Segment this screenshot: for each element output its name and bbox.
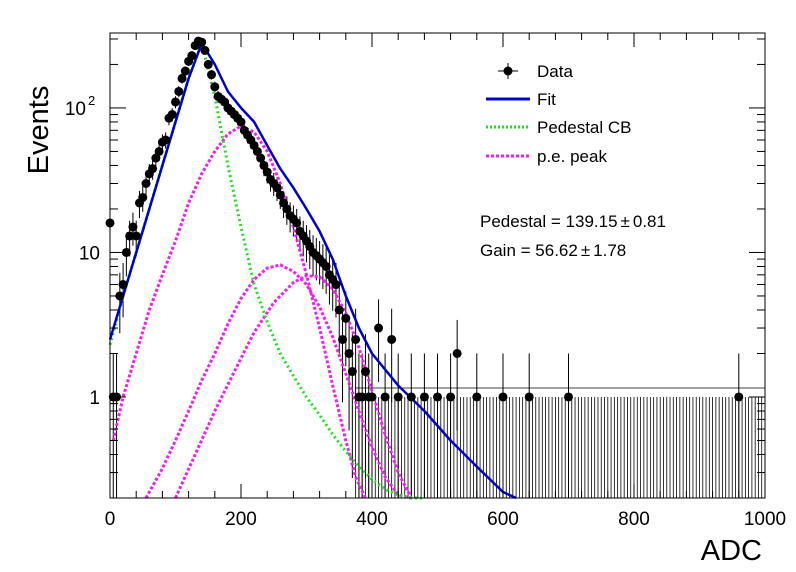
x-axis-label: ADC [701, 535, 762, 567]
data-point [200, 45, 210, 55]
x-tick-label: 200 [225, 509, 257, 530]
legend-item-pe-peak: p.e. peak [486, 147, 607, 166]
legend-item-fit: Fit [486, 90, 556, 109]
data-point [341, 313, 351, 323]
data-point [210, 82, 220, 92]
pe-peak-curve [111, 124, 367, 499]
y-tick-label: 10 [65, 99, 86, 120]
data-point [174, 86, 184, 96]
data-point [472, 392, 482, 402]
data-point [734, 392, 744, 402]
data-point [256, 153, 266, 163]
data-point [338, 334, 348, 344]
data-point [331, 280, 341, 290]
data-point [275, 190, 285, 200]
plot-frame [109, 32, 766, 499]
y-tick-label: 10 [79, 243, 100, 264]
data-point [128, 222, 138, 232]
data-point [334, 305, 344, 315]
pe-peak-curve [144, 263, 412, 500]
pe-peak-curve [174, 274, 413, 499]
data-point [167, 110, 177, 120]
x-axis: 0 200 400 600 800 1000 [105, 33, 786, 530]
legend-label-pe-peak: p.e. peak [537, 147, 607, 166]
y-tick-exponent: 2 [88, 93, 95, 108]
data-point [380, 392, 390, 402]
annotation-gain: Gain = 56.62 ±1.78 [480, 241, 626, 260]
data-point [321, 261, 331, 271]
data-point [161, 135, 171, 145]
data-point [131, 231, 141, 241]
data-point [262, 167, 272, 177]
annotation-pedestal: Pedestal = 139.15 ±0.81 [480, 212, 666, 231]
legend-label-pedestal-cb: Pedestal CB [537, 118, 632, 137]
data-point [236, 117, 246, 127]
data-point [360, 367, 370, 377]
fit-curve [108, 42, 517, 500]
data-point [524, 392, 534, 402]
data-point [564, 392, 573, 402]
data-point [197, 37, 207, 47]
legend: Data Fit Pedestal CB p.e. peak [486, 62, 632, 166]
data-point [154, 146, 164, 156]
data-point [406, 392, 416, 402]
data-point [292, 218, 302, 228]
data-point [180, 66, 190, 76]
data-point [452, 348, 462, 358]
data-point [357, 392, 367, 402]
legend-item-data: Data [498, 62, 573, 81]
data-point [187, 51, 197, 61]
legend-item-pedestal-cb: Pedestal CB [486, 118, 632, 137]
data-point [177, 73, 187, 83]
data-point [367, 392, 377, 402]
data-point [138, 193, 148, 203]
y-axis-label: Events [23, 86, 55, 175]
data-point [125, 231, 135, 241]
data-point [387, 334, 397, 344]
data-point [115, 291, 125, 301]
data-point [419, 392, 429, 402]
data-point [498, 392, 508, 402]
x-tick-label: 800 [618, 509, 650, 530]
data-points [105, 36, 744, 402]
legend-label-fit: Fit [537, 90, 556, 109]
data-point [272, 183, 282, 193]
data-point [433, 392, 442, 402]
data-point [393, 392, 403, 402]
data-point [171, 97, 180, 107]
curves [108, 41, 517, 500]
data-point [374, 323, 384, 333]
data-point [203, 59, 213, 69]
x-tick-label: 0 [105, 509, 116, 530]
data-point [351, 334, 361, 344]
data-point [347, 367, 357, 377]
data-point [118, 280, 128, 290]
data-point [446, 392, 456, 402]
data-point [207, 70, 217, 80]
x-tick-label: 400 [356, 509, 388, 530]
data-point [121, 247, 131, 257]
data-point [141, 179, 151, 189]
y-tick-label: 1 [89, 388, 100, 409]
x-tick-label: 1000 [744, 509, 786, 530]
data-point [148, 164, 158, 174]
pedestal-cb-curve [108, 41, 425, 500]
legend-label-data: Data [537, 62, 573, 81]
data-point [344, 348, 354, 358]
x-tick-label: 600 [487, 509, 519, 530]
